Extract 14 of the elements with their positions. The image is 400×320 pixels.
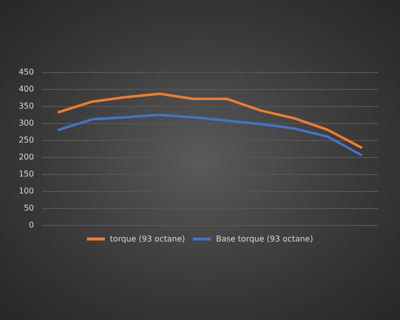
y-tick-label: 150 bbox=[18, 170, 34, 178]
y-tick-label: 50 bbox=[24, 204, 34, 212]
line-series bbox=[58, 114, 362, 156]
legend-label: Base torque (93 octane) bbox=[216, 234, 314, 244]
y-tick-label: 400 bbox=[18, 84, 34, 94]
y-tick-label: 0 bbox=[28, 220, 34, 230]
y-tick-label: 100 bbox=[18, 186, 34, 196]
line-series bbox=[58, 92, 362, 149]
y-tick-label: 200 bbox=[18, 152, 34, 162]
y-tick-label: 450 bbox=[18, 68, 34, 76]
y-tick-label: 350 bbox=[18, 102, 34, 110]
y-tick-label: 250 bbox=[18, 136, 34, 144]
y-tick-label: 300 bbox=[18, 118, 34, 128]
legend-label: torque (93 octane) bbox=[110, 234, 185, 244]
